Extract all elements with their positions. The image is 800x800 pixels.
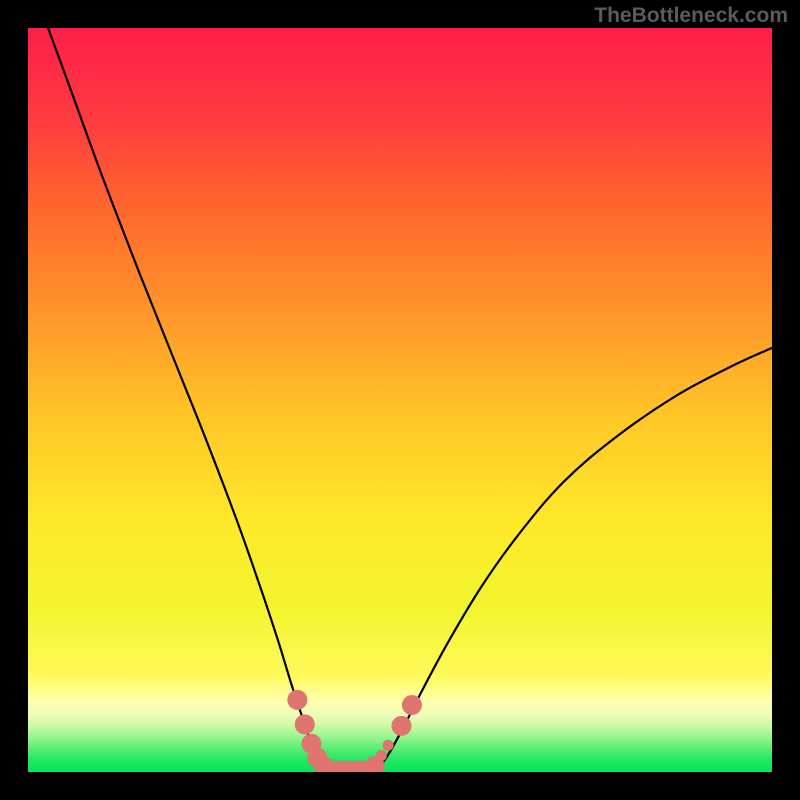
plot-background [28, 28, 772, 772]
marker-m14 [391, 716, 411, 736]
marker-m13 [383, 740, 394, 751]
chart-svg [0, 0, 800, 800]
marker-m15 [402, 695, 422, 715]
watermark-text: TheBottleneck.com [594, 4, 788, 28]
chart-canvas: { "watermark": { "text": "TheBottleneck.… [0, 0, 800, 800]
marker-m12 [376, 750, 387, 761]
marker-m1 [287, 690, 307, 710]
marker-m2 [295, 714, 315, 734]
